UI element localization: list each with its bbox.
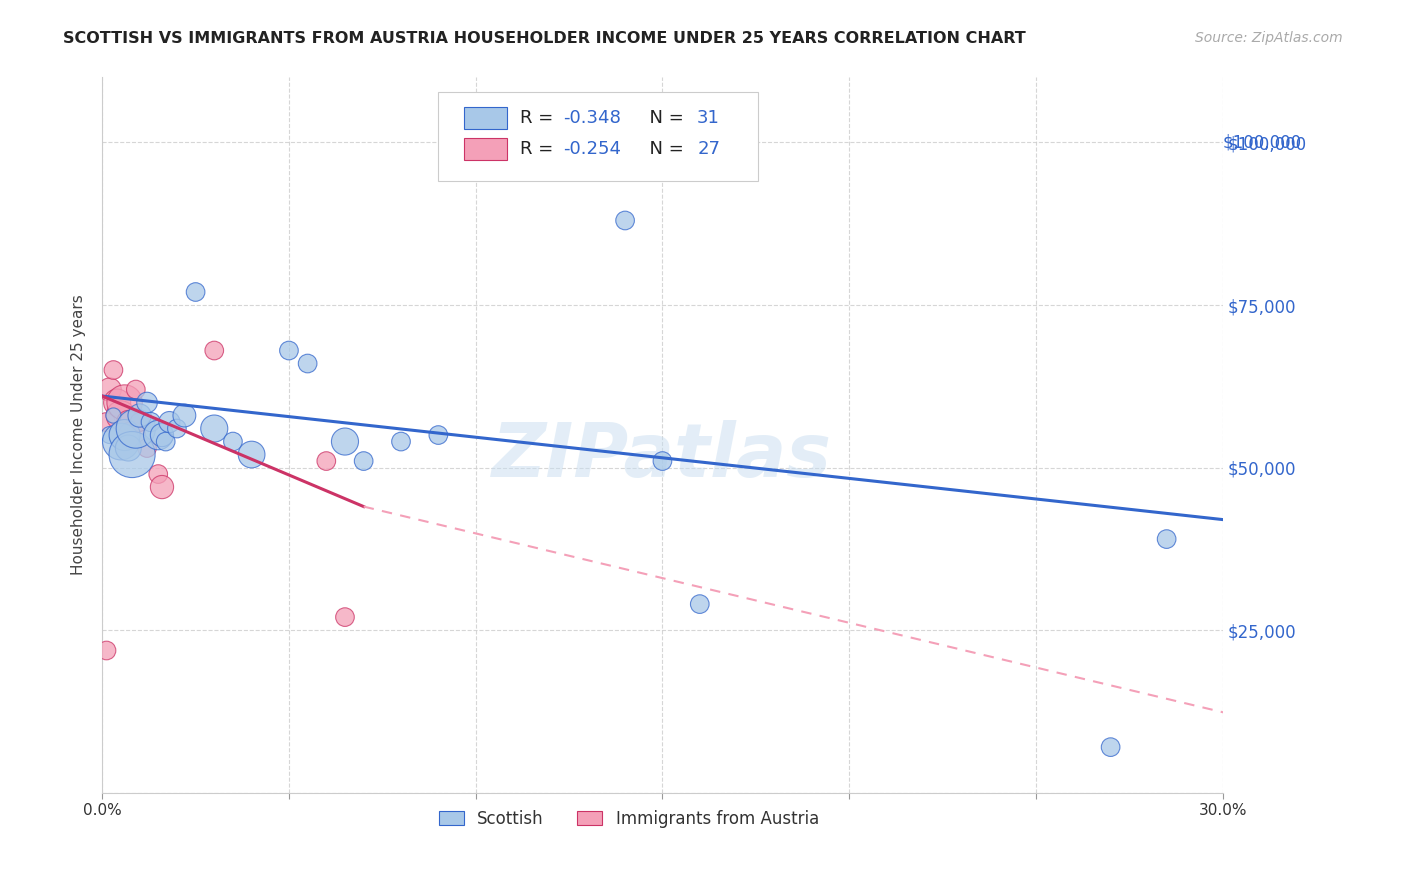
Point (389, 434, 412, 449)
Point (110, 434, 132, 449)
Point (159, 415, 181, 429)
Text: N =: N = (638, 109, 689, 128)
Point (98, 428, 121, 442)
Point (689, 597, 711, 611)
Point (333, 434, 356, 449)
Point (202, 421, 225, 435)
Legend: Scottish, Immigrants from Austria: Scottish, Immigrants from Austria (432, 803, 825, 834)
Text: 31: 31 (697, 109, 720, 128)
Y-axis label: Householder Income Under 25 years: Householder Income Under 25 years (72, 294, 86, 575)
Point (173, 409, 195, 423)
Text: $100,000: $100,000 (1223, 134, 1302, 152)
Point (184, 285, 207, 299)
Point (202, 343, 225, 358)
Bar (464, 138, 506, 160)
Point (136, 441, 159, 455)
Text: Source: ZipAtlas.com: Source: ZipAtlas.com (1195, 31, 1343, 45)
Point (103, 363, 125, 377)
Point (333, 610, 356, 624)
Point (103, 409, 125, 423)
Point (117, 415, 139, 429)
Point (114, 428, 136, 442)
Point (139, 415, 162, 429)
Text: 27: 27 (697, 140, 720, 158)
Point (1099, 740, 1122, 755)
Point (651, 454, 673, 468)
Point (1156, 532, 1178, 546)
Point (128, 415, 150, 429)
Point (155, 434, 177, 449)
Point (125, 421, 148, 435)
Point (297, 357, 319, 371)
Point (94, 415, 117, 429)
Text: ZIPatlas: ZIPatlas (492, 420, 832, 493)
Point (148, 467, 170, 481)
Text: N =: N = (638, 140, 689, 158)
Point (150, 428, 173, 442)
Point (136, 395, 159, 409)
Point (240, 448, 263, 462)
Point (117, 441, 139, 455)
Point (128, 409, 150, 423)
Point (110, 409, 132, 423)
FancyBboxPatch shape (439, 92, 758, 181)
Point (98, 383, 121, 397)
Point (125, 383, 148, 397)
Point (166, 421, 188, 435)
Bar (464, 107, 506, 129)
Point (148, 428, 170, 442)
Point (353, 454, 375, 468)
Point (121, 448, 143, 462)
Point (614, 213, 637, 227)
Point (427, 428, 450, 442)
Point (315, 454, 337, 468)
Point (278, 343, 301, 358)
Text: -0.348: -0.348 (562, 109, 620, 128)
Text: SCOTTISH VS IMMIGRANTS FROM AUSTRIA HOUSEHOLDER INCOME UNDER 25 YEARS CORRELATIO: SCOTTISH VS IMMIGRANTS FROM AUSTRIA HOUS… (63, 31, 1026, 46)
Point (150, 480, 173, 494)
Point (114, 395, 136, 409)
Point (121, 428, 143, 442)
Point (222, 434, 245, 449)
Text: R =: R = (520, 109, 560, 128)
Point (105, 395, 128, 409)
Text: R =: R = (520, 140, 560, 158)
Text: -0.254: -0.254 (562, 140, 620, 158)
Point (94, 642, 117, 657)
